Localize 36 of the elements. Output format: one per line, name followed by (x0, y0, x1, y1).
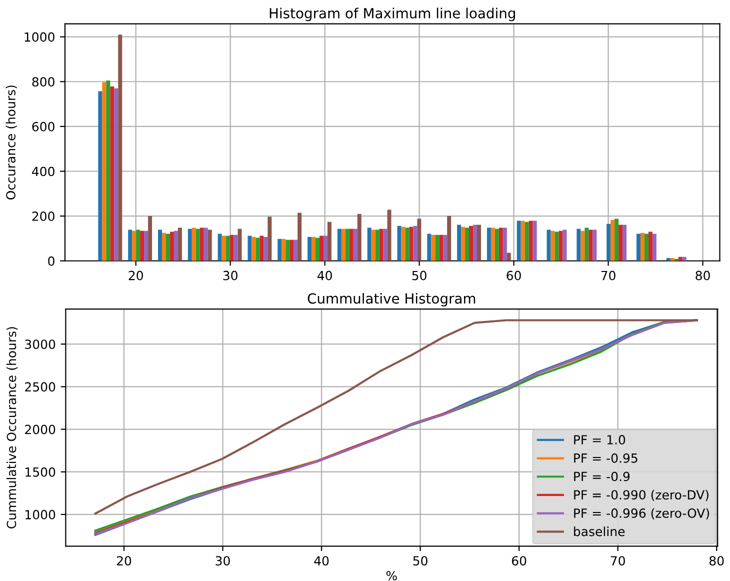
y-axis-title: Cummulative Occurance (hours) (6, 327, 18, 528)
x-tick-label: 20 (128, 270, 143, 280)
y-tick-label: 1500 (26, 467, 56, 477)
legend-label: PF = -0.95 (574, 453, 638, 463)
x-tick-label: 70 (601, 270, 616, 280)
chart-title: Histogram of Maximum line loading (270, 8, 515, 22)
legend-label: PF = 1.0 (574, 435, 626, 444)
x-tick-label: 40 (317, 270, 332, 280)
y-tick-label: 400 (32, 166, 54, 176)
x-tick-label: 80 (696, 270, 710, 280)
legend-label: PF = -0.990 (zero-DV) (574, 490, 708, 501)
y-tick-label: 200 (32, 212, 54, 221)
y-tick-label: 600 (32, 122, 54, 132)
x-tick-label: 50 (413, 556, 428, 566)
legend-label: PF = -0.9 (574, 472, 630, 482)
x-tick-label: 60 (512, 556, 526, 566)
y-tick-label: 1000 (26, 510, 56, 520)
x-tick-label: 30 (216, 556, 230, 566)
x-tick-label: 30 (223, 270, 238, 280)
y-tick-label: 3000 (25, 340, 56, 350)
y-tick-label: 1000 (24, 32, 54, 42)
x-tick-label: 60 (506, 270, 521, 280)
chart-title: Cummulative Histogram (308, 292, 476, 306)
x-tick-label: 80 (709, 556, 724, 566)
x-tick-label: 20 (116, 556, 132, 566)
y-tick-label: 0 (48, 256, 54, 266)
y-axis-title: Occurance (hours) (6, 86, 17, 200)
x-tick-label: 70 (610, 556, 625, 566)
x-axis-title: % (386, 570, 397, 580)
x-tick-label: 40 (314, 556, 329, 566)
y-tick-label: 800 (32, 77, 54, 87)
y-tick-label: 2500 (25, 382, 56, 392)
legend-label: PF = -0.996 (zero-OV) (574, 508, 710, 520)
y-tick-label: 2000 (25, 424, 56, 434)
legend-label: baseline (574, 526, 625, 536)
x-tick-label: 50 (412, 270, 426, 280)
